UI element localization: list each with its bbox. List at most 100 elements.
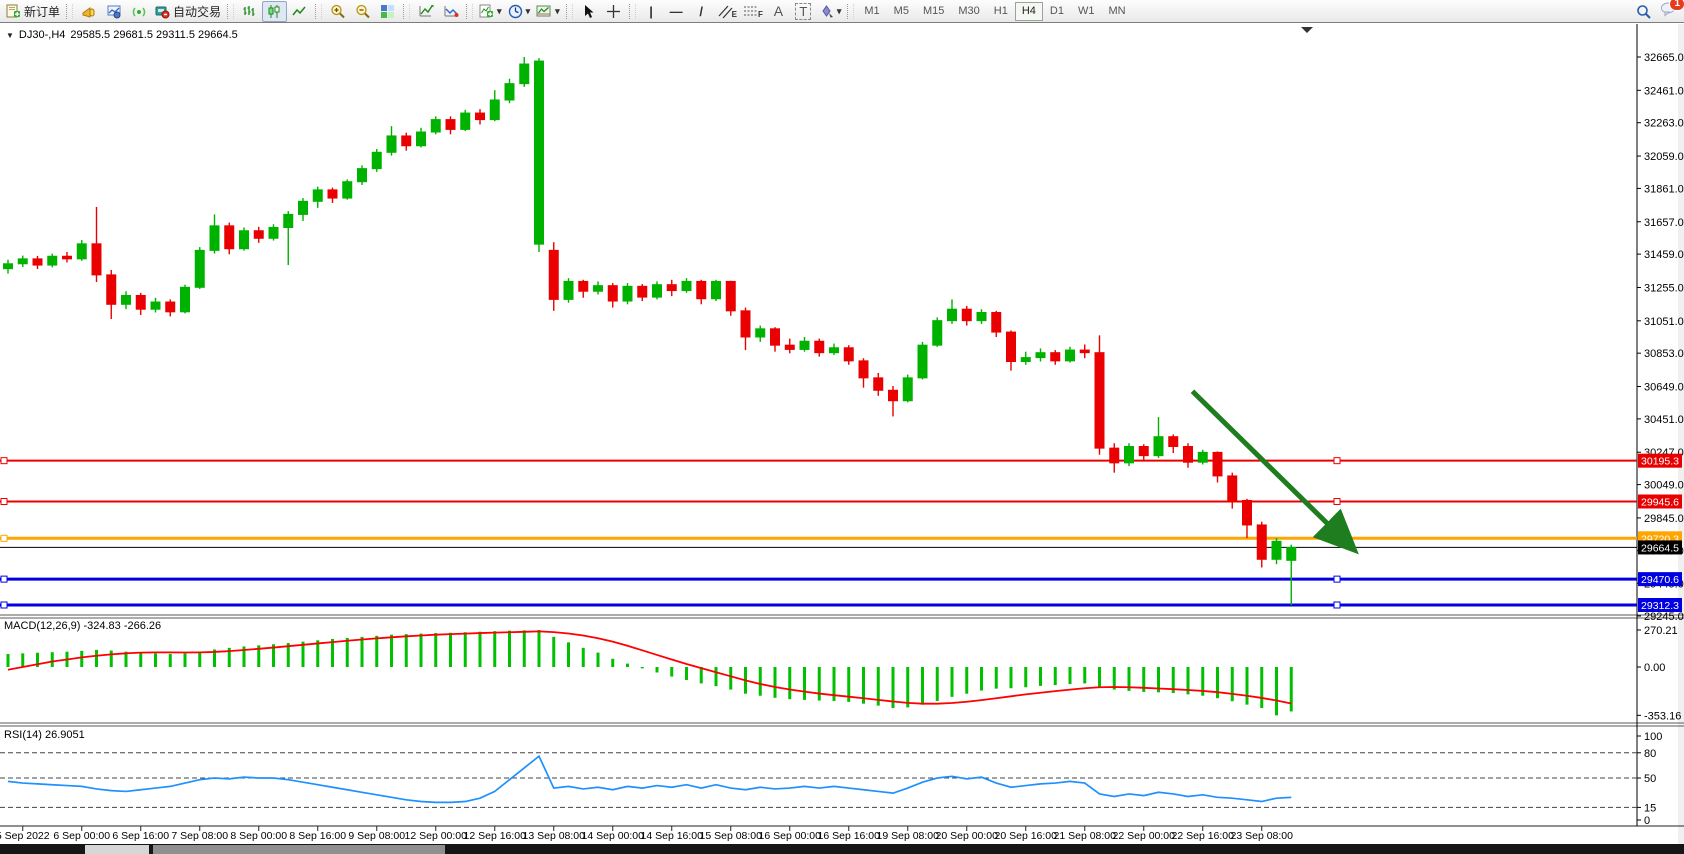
text-tool-icon: A (773, 3, 784, 19)
equidistant-channel-button[interactable]: E (714, 1, 740, 22)
crosshair-icon (606, 4, 620, 18)
new-chart-button[interactable]: ▾ (476, 1, 505, 22)
timeframe-button-w1[interactable]: W1 (1077, 5, 1095, 17)
zoom-out-button[interactable] (350, 1, 375, 22)
price-line-badge-label: 29664.5 (1641, 542, 1679, 554)
line-handle[interactable] (0, 457, 8, 465)
chart-menu-arrow-icon[interactable]: ▼ (6, 30, 14, 40)
date-tick-label: 22 Sep 16:00 (1172, 830, 1235, 842)
arrows-tool-icon (822, 4, 833, 17)
window-tab[interactable] (153, 845, 445, 854)
price-line-badge-label: 29312.3 (1641, 600, 1679, 612)
indicators-button[interactable] (413, 1, 438, 22)
price-tick-label: 30853.0 (1644, 348, 1684, 360)
date-tick-label: 8 Sep 00:00 (230, 830, 287, 842)
announcement-button[interactable] (76, 1, 101, 22)
toolbar: 新订单 自动交易 (0, 0, 1684, 23)
price-line-badge (1638, 597, 1682, 612)
period-clock-icon (508, 4, 522, 18)
timeframe-button-h4[interactable]: H4 (1014, 1, 1043, 21)
zoom-in-button[interactable] (325, 1, 350, 22)
dropdown-caret-icon: ▾ (836, 5, 842, 16)
candlestick-chart-button[interactable] (262, 0, 288, 22)
new-order-button[interactable]: 新订单 (3, 1, 63, 22)
crosshair-button[interactable] (601, 1, 626, 22)
rsi-tick-label: 0 (1644, 815, 1650, 827)
timeframe-button-m1[interactable]: M1 (864, 5, 880, 17)
chart-ohlc-values: 29585.5 29681.5 29311.5 29664.5 (70, 29, 238, 41)
line-handle[interactable] (0, 575, 8, 583)
trend-arrow[interactable] (1190, 389, 1359, 555)
line-handle[interactable] (1333, 497, 1341, 505)
date-tick-label: 22 Sep 00:00 (1113, 830, 1176, 842)
timeframe-button-h1[interactable]: H1 (993, 5, 1008, 17)
date-tick-label: 16 Sep 16:00 (818, 830, 881, 842)
search-icon[interactable] (1636, 4, 1652, 20)
bar-chart-button[interactable] (237, 1, 262, 22)
cursor-button[interactable] (576, 1, 601, 22)
period-button[interactable]: ▾ (505, 1, 534, 22)
dropdown-caret-icon: ▾ (497, 5, 502, 16)
tile-windows-button[interactable] (375, 1, 400, 22)
fibonacci-button[interactable]: F (740, 1, 766, 22)
signal-button[interactable] (126, 1, 151, 22)
market-watch-button[interactable] (101, 1, 126, 22)
toolbar-grip (466, 3, 474, 19)
price-tick-label: 32665.0 (1644, 52, 1684, 64)
rsi-line (7, 754, 1292, 804)
fibonacci-icon (743, 6, 757, 15)
timeframe-button-m15[interactable]: M15 (922, 5, 945, 17)
window-tabs-bar[interactable] (0, 844, 1684, 854)
template-button[interactable]: ▾ (533, 1, 563, 22)
price-tick-label: 29845.0 (1644, 513, 1684, 525)
trendline-button[interactable]: / (689, 1, 714, 22)
text-label-button[interactable]: T (791, 1, 816, 22)
text-button[interactable]: A (766, 1, 791, 22)
price-line-badge (1638, 494, 1682, 509)
trendline-icon: / (699, 3, 703, 19)
date-tick-label: 8 Sep 16:00 (289, 830, 346, 842)
line-handle[interactable] (0, 601, 8, 609)
window-tab[interactable] (85, 845, 149, 854)
toolbar-grip (66, 3, 74, 19)
price-tick-label: 31657.0 (1644, 217, 1684, 229)
toolbar-right: 1 (1636, 0, 1684, 22)
rsi-indicator-label: RSI(14) 26.9051 (4, 729, 85, 741)
tile-windows-icon (381, 4, 395, 18)
timeframe-button-m30[interactable]: M30 (958, 5, 980, 17)
toolbar-grip (628, 3, 636, 19)
market-watch-icon (107, 5, 121, 18)
line-handle[interactable] (1333, 575, 1341, 583)
rsi-tick-label: 100 (1644, 731, 1662, 743)
vertical-line-button[interactable]: | (639, 1, 664, 22)
date-tick-label: 13 Sep 08:00 (523, 830, 586, 842)
price-tick-label: 32263.0 (1644, 118, 1684, 130)
line-handle[interactable] (0, 534, 8, 542)
fibo-letter: F (757, 9, 763, 19)
horizontal-line-button[interactable]: — (664, 1, 689, 22)
timeframe-button-d1[interactable]: D1 (1049, 5, 1064, 17)
price-lines (0, 457, 1637, 609)
price-line-badge (1638, 572, 1682, 587)
date-tick-label: 20 Sep 00:00 (936, 830, 999, 842)
toolbar-grip (403, 3, 411, 19)
line-handle[interactable] (0, 497, 8, 505)
price-tick-label: 31459.0 (1644, 249, 1684, 261)
line-chart-button[interactable] (287, 1, 312, 22)
objects-list-button[interactable] (438, 1, 463, 22)
auto-trading-label: 自动交易 (173, 4, 222, 19)
price-line-badge-label: 29945.6 (1641, 496, 1679, 508)
chart-shift-marker-icon[interactable] (1301, 27, 1313, 33)
timeframe-button-m5[interactable]: M5 (893, 5, 909, 17)
price-tick-label: 32059.0 (1644, 151, 1684, 163)
auto-trading-button[interactable]: 自动交易 (151, 1, 224, 22)
macd-tick-label: 0.00 (1644, 662, 1665, 674)
new-chart-icon (479, 4, 494, 17)
chat-button[interactable]: 1 (1660, 0, 1684, 22)
timeframe-button-mn[interactable]: MN (1108, 5, 1126, 17)
line-handle[interactable] (1333, 457, 1341, 465)
line-handle[interactable] (1333, 601, 1341, 609)
arrows-tool-button[interactable]: ▾ (816, 1, 845, 22)
chart-canvas[interactable]: 32665.0 32461.0 32263.0 32059.0 31861.0 31657… (0, 24, 1684, 854)
zoom-in-icon (330, 4, 345, 18)
